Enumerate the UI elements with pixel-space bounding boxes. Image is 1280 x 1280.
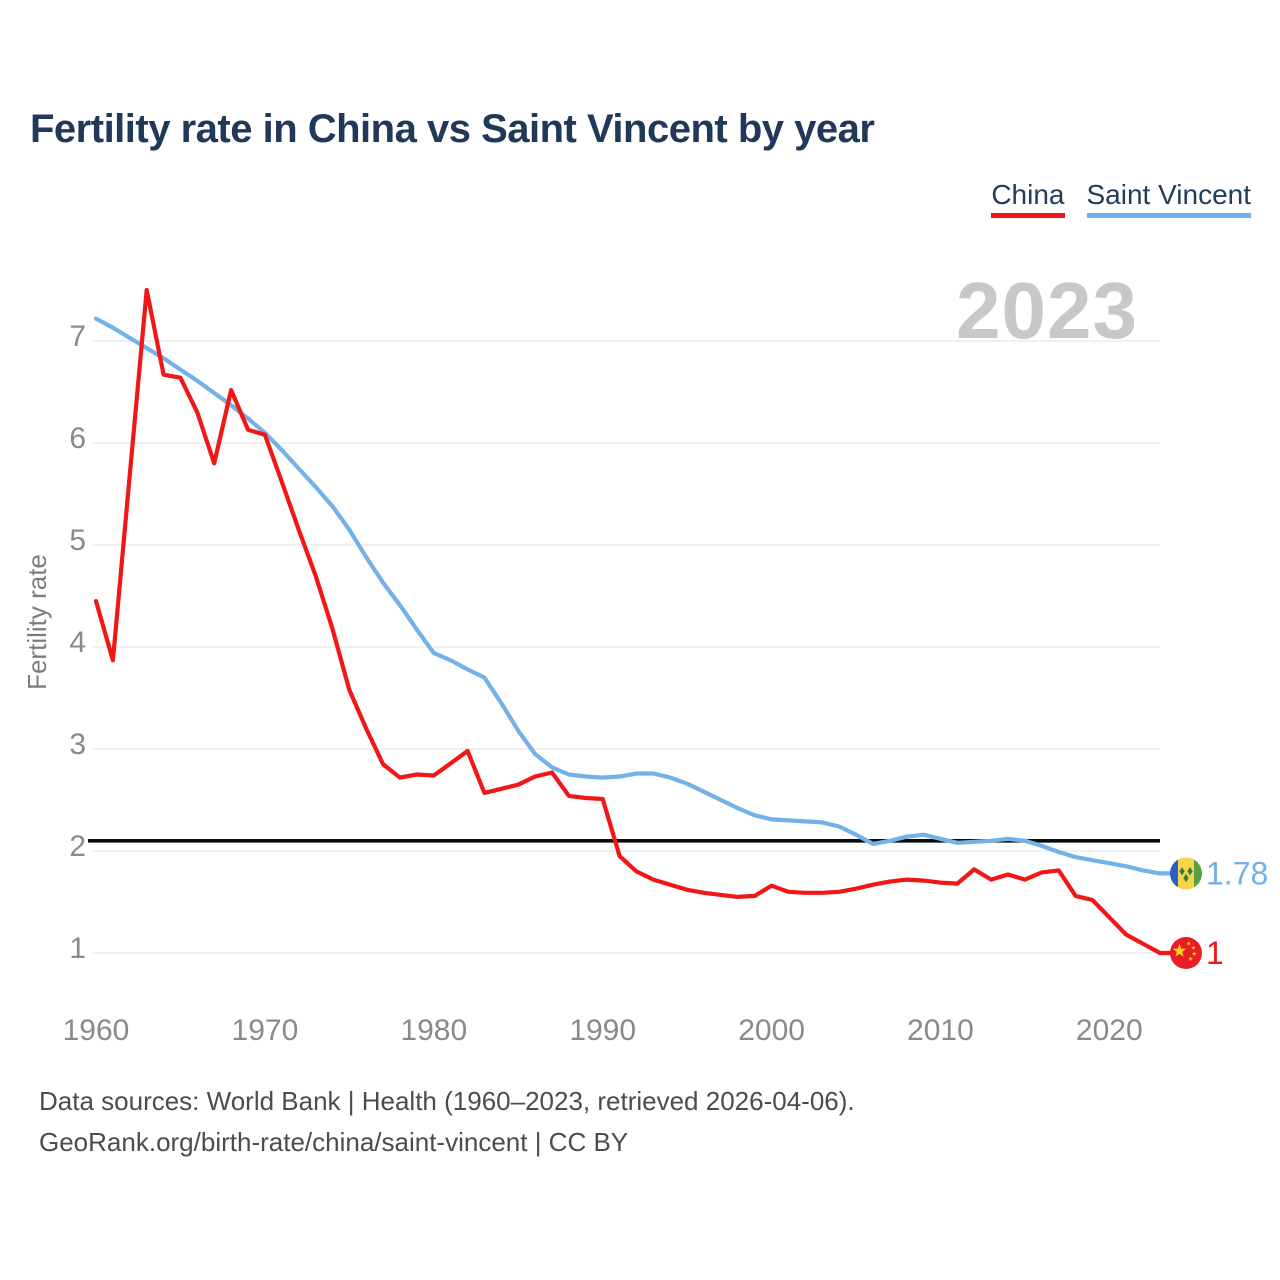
y-tick-label: 2 xyxy=(69,830,86,863)
legend-item-china[interactable]: China xyxy=(991,179,1065,218)
gridlines xyxy=(93,340,1160,954)
x-tick-label: 2010 xyxy=(907,1014,974,1047)
china-flag-icon xyxy=(1170,937,1202,969)
china-end-value: 1 xyxy=(1206,935,1224,971)
x-tick-label: 1980 xyxy=(400,1014,467,1047)
china-series-line xyxy=(93,287,1173,956)
y-tick-label: 6 xyxy=(69,422,86,455)
x-tick-label: 1970 xyxy=(232,1014,299,1047)
y-tick-label: 5 xyxy=(69,524,86,557)
x-tick-label: 1960 xyxy=(63,1014,130,1047)
page-title: Fertility rate in China vs Saint Vincent… xyxy=(30,107,875,151)
saint-vincent-flag-icon xyxy=(1170,857,1202,890)
x-tick-label: 2020 xyxy=(1076,1014,1143,1047)
y-tick-label: 3 xyxy=(69,728,86,761)
y-tick-label: 1 xyxy=(69,932,86,965)
legend-item-saint-vincent[interactable]: Saint Vincent xyxy=(1086,179,1252,218)
y-tick-label: 4 xyxy=(69,626,86,659)
attribution-text: GeoRank.org/birth-rate/china/saint-vince… xyxy=(39,1127,629,1158)
data-sources-text: Data sources: World Bank | Health (1960–… xyxy=(39,1086,855,1116)
y-axis-title: Fertility rate xyxy=(22,554,52,690)
saint-vincent-series-line xyxy=(93,316,1173,876)
x-tick-label: 1990 xyxy=(569,1014,636,1047)
saint-vincent-end-value: 1.78 xyxy=(1206,855,1268,891)
legend-label-saint-vincent: Saint Vincent xyxy=(1086,179,1252,210)
x-tick-label: 2000 xyxy=(738,1014,805,1047)
legend-label-china: China xyxy=(991,179,1065,210)
legend: China Saint Vincent xyxy=(991,181,1251,218)
watermark-year: 2023 xyxy=(956,266,1138,355)
footer: Data sources: World Bank | Health (1960–… xyxy=(39,1086,855,1158)
y-tick-label: 7 xyxy=(69,320,86,353)
